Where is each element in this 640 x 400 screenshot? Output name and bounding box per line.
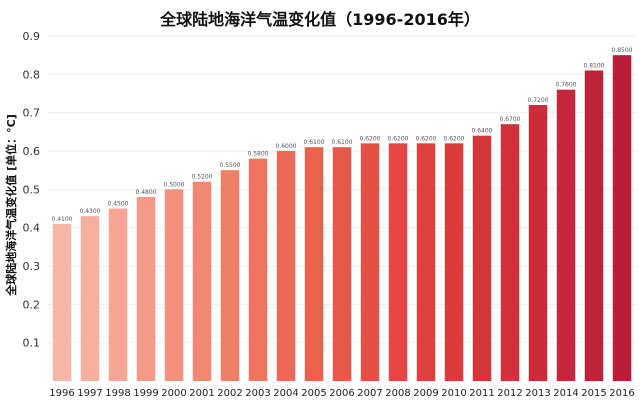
x-tick-label: 2013 bbox=[525, 388, 550, 399]
chart-title: 全球陆地海洋气温变化值（1996-2016年） bbox=[160, 10, 480, 29]
x-tick-label: 2010 bbox=[441, 388, 466, 399]
x-tick-label: 2011 bbox=[469, 388, 494, 399]
bar-2003 bbox=[248, 158, 268, 381]
x-tick-label: 2005 bbox=[301, 388, 326, 399]
y-tick-label: 0.2 bbox=[23, 298, 41, 311]
x-tick-label: 2003 bbox=[245, 388, 270, 399]
data-label: 0.4100 bbox=[52, 216, 73, 223]
data-label: 0.5000 bbox=[164, 181, 185, 188]
bar-1998 bbox=[108, 208, 128, 381]
data-label: 0.4500 bbox=[108, 201, 129, 208]
x-tick-label: 2016 bbox=[609, 388, 634, 399]
y-tick-label: 0.1 bbox=[23, 337, 41, 350]
data-label: 0.6400 bbox=[472, 128, 493, 135]
bar-2004 bbox=[276, 151, 296, 381]
y-tick-label: 0.6 bbox=[23, 145, 41, 158]
x-tick-label: 2012 bbox=[497, 388, 522, 399]
data-label: 0.5800 bbox=[248, 151, 269, 158]
y-tick-label: 0.5 bbox=[23, 183, 41, 196]
bar-2006 bbox=[332, 147, 352, 381]
data-label: 0.6200 bbox=[416, 135, 437, 142]
x-tick-label: 2004 bbox=[273, 388, 298, 399]
data-label: 0.6000 bbox=[276, 143, 297, 150]
y-tick-label: 0.7 bbox=[23, 107, 41, 120]
data-label: 0.5200 bbox=[192, 174, 213, 181]
y-tick-label: 0.9 bbox=[23, 30, 41, 43]
data-label: 0.7200 bbox=[528, 97, 549, 104]
data-label: 0.6100 bbox=[332, 139, 353, 146]
bar-2005 bbox=[304, 147, 324, 381]
x-tick-label: 2001 bbox=[189, 388, 214, 399]
x-tick-label: 2002 bbox=[217, 388, 242, 399]
x-tick-label: 2009 bbox=[413, 388, 438, 399]
data-label: 0.6700 bbox=[500, 116, 521, 123]
data-label: 0.6100 bbox=[304, 139, 325, 146]
x-tick-label: 2008 bbox=[385, 388, 410, 399]
x-tick-label: 2015 bbox=[581, 388, 606, 399]
data-label: 0.5500 bbox=[220, 162, 241, 169]
bar-2008 bbox=[388, 143, 408, 381]
x-tick-label: 1997 bbox=[77, 388, 102, 399]
data-label: 0.8100 bbox=[584, 63, 605, 70]
bar-2010 bbox=[444, 143, 464, 381]
x-tick-label: 2007 bbox=[357, 388, 382, 399]
bar-2011 bbox=[472, 135, 492, 381]
bar-1999 bbox=[136, 197, 156, 381]
bar-2007 bbox=[360, 143, 380, 381]
y-tick-label: 0.8 bbox=[23, 68, 41, 81]
data-label: 0.7600 bbox=[556, 82, 577, 89]
x-tick-label: 1996 bbox=[49, 388, 74, 399]
bar-2014 bbox=[556, 89, 576, 382]
x-tick-label: 1999 bbox=[133, 388, 158, 399]
bar-1996 bbox=[52, 223, 72, 381]
data-label: 0.6200 bbox=[388, 135, 409, 142]
x-tick-label: 2014 bbox=[553, 388, 578, 399]
bar-2013 bbox=[528, 105, 548, 381]
data-label: 0.6200 bbox=[444, 135, 465, 142]
data-label: 0.4300 bbox=[80, 208, 101, 215]
bar-2016 bbox=[612, 55, 632, 382]
data-label: 0.6200 bbox=[360, 135, 381, 142]
bar-2000 bbox=[164, 189, 184, 381]
bar-2002 bbox=[220, 170, 240, 381]
y-tick-label: 0.3 bbox=[23, 260, 41, 273]
x-tick-label: 2000 bbox=[161, 388, 186, 399]
bar-2012 bbox=[500, 124, 520, 382]
bar-1997 bbox=[80, 216, 100, 381]
data-label: 0.8500 bbox=[612, 47, 633, 54]
bar-2001 bbox=[192, 181, 212, 381]
bar-2015 bbox=[584, 70, 604, 381]
bar-2009 bbox=[416, 143, 436, 381]
x-tick-label: 2006 bbox=[329, 388, 354, 399]
data-label: 0.4800 bbox=[136, 189, 157, 196]
x-tick-label: 1998 bbox=[105, 388, 130, 399]
y-tick-label: 0.4 bbox=[23, 222, 41, 235]
